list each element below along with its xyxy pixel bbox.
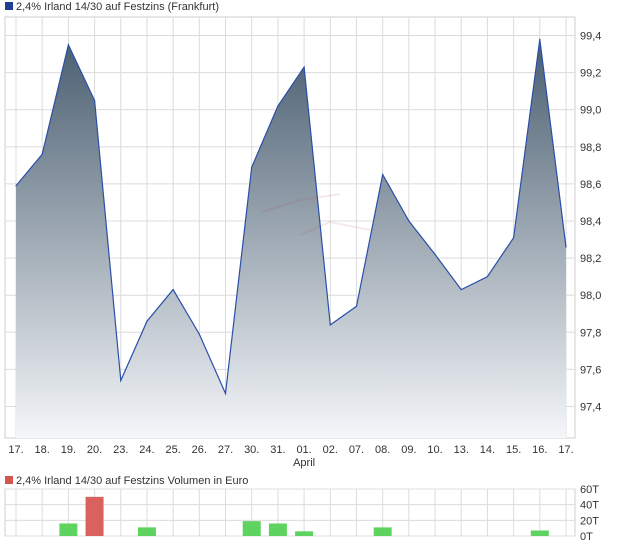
price-point (434, 253, 436, 255)
price-point (565, 246, 567, 248)
date-x-tick-label: 17. (8, 444, 23, 456)
date-x-tick-label: 30. (244, 444, 259, 456)
volume-bar (268, 523, 287, 536)
price-y-tick-label: 98,6 (580, 179, 601, 191)
date-x-tick-label: 31. (270, 444, 285, 456)
date-x-tick-label: 01. (296, 444, 311, 456)
date-x-tick-label: 15. (506, 444, 521, 456)
watermark-logo (261, 193, 371, 236)
price-point (303, 66, 305, 68)
price-area (15, 38, 567, 439)
price-point (486, 276, 489, 278)
price-point (382, 174, 384, 176)
date-x-tick-label: 25. (165, 444, 180, 456)
price-point (120, 379, 122, 382)
date-x-tick-label: 10. (427, 444, 442, 456)
price-point (460, 289, 462, 291)
price-point (329, 324, 331, 326)
volume-bar (85, 496, 104, 536)
price-point (355, 305, 358, 307)
price-point (513, 237, 515, 239)
price-point (146, 320, 148, 322)
volume-y-axis: 0T 20T 40T 60T (580, 484, 599, 543)
price-chart-title: 2,4% Irland 14/30 auf Festzins (Frankfur… (16, 1, 219, 13)
price-point (277, 105, 279, 107)
volume-y-tick-label: 0T (580, 531, 593, 543)
date-x-tick-label: 16. (532, 444, 547, 456)
price-y-tick-label: 99,4 (580, 31, 601, 43)
volume-chart-title: 2,4% Irland 14/30 auf Festzins Volumen i… (16, 475, 248, 487)
price-point (15, 185, 17, 187)
price-y-tick-label: 98,2 (580, 253, 601, 265)
price-y-axis: 97,4 97,6 97,8 98,0 98,2 98,4 98,6 98,8 99,0 99,2… (580, 31, 601, 414)
date-x-tick-label: 13. (454, 444, 469, 456)
date-x-tick-label: 02. (323, 444, 338, 456)
price-y-tick-label: 98,0 (580, 290, 601, 302)
volume-bar (295, 531, 314, 536)
month-label: April (293, 457, 315, 469)
date-x-tick-label: 23. (113, 444, 128, 456)
volume-bar (530, 530, 549, 536)
price-point (93, 99, 96, 102)
volume-legend-swatch (5, 476, 13, 484)
price-point (41, 153, 43, 155)
volume-bar (373, 527, 392, 536)
price-series-line (15, 39, 567, 396)
volume-y-tick-label: 20T (580, 515, 599, 527)
price-y-tick-label: 99,0 (580, 105, 601, 117)
price-point (408, 220, 410, 222)
price-y-tick-label: 98,8 (580, 142, 601, 154)
date-x-axis: 17. 18. 19. 20. 23. 24. 25. 26. 27. 30. 31. 01. 02. 0… (8, 444, 573, 469)
price-point (67, 44, 69, 46)
price-y-tick-label: 97,4 (580, 401, 601, 413)
price-y-tick-label: 98,4 (580, 216, 601, 228)
date-x-tick-label: 27. (218, 444, 233, 456)
price-point (224, 392, 227, 395)
price-point (539, 38, 541, 40)
date-x-tick-label: 14. (480, 444, 495, 456)
price-y-tick-label: 97,8 (580, 327, 601, 339)
price-point (172, 289, 174, 291)
price-point (198, 333, 200, 335)
date-x-tick-label: 07. (349, 444, 364, 456)
date-x-tick-label: 20. (87, 444, 102, 456)
price-y-tick-label: 97,6 (580, 364, 601, 376)
volume-bar (242, 521, 261, 536)
date-x-tick-label: 19. (61, 444, 76, 456)
price-point (251, 166, 253, 168)
date-x-tick-label: 18. (35, 444, 50, 456)
volume-y-tick-label: 60T (580, 484, 599, 496)
date-x-tick-label: 17. (558, 444, 573, 456)
date-x-tick-label: 26. (192, 444, 207, 456)
volume-bars (59, 496, 549, 536)
date-x-tick-label: 24. (139, 444, 154, 456)
date-x-tick-label: 09. (401, 444, 416, 456)
date-x-tick-label: 08. (375, 444, 390, 456)
price-area-fill (16, 39, 566, 439)
volume-bar (59, 523, 78, 536)
volume-bar (137, 527, 156, 536)
volume-y-tick-label: 40T (580, 500, 599, 512)
price-legend-swatch (5, 2, 13, 10)
price-y-tick-label: 99,2 (580, 68, 601, 80)
